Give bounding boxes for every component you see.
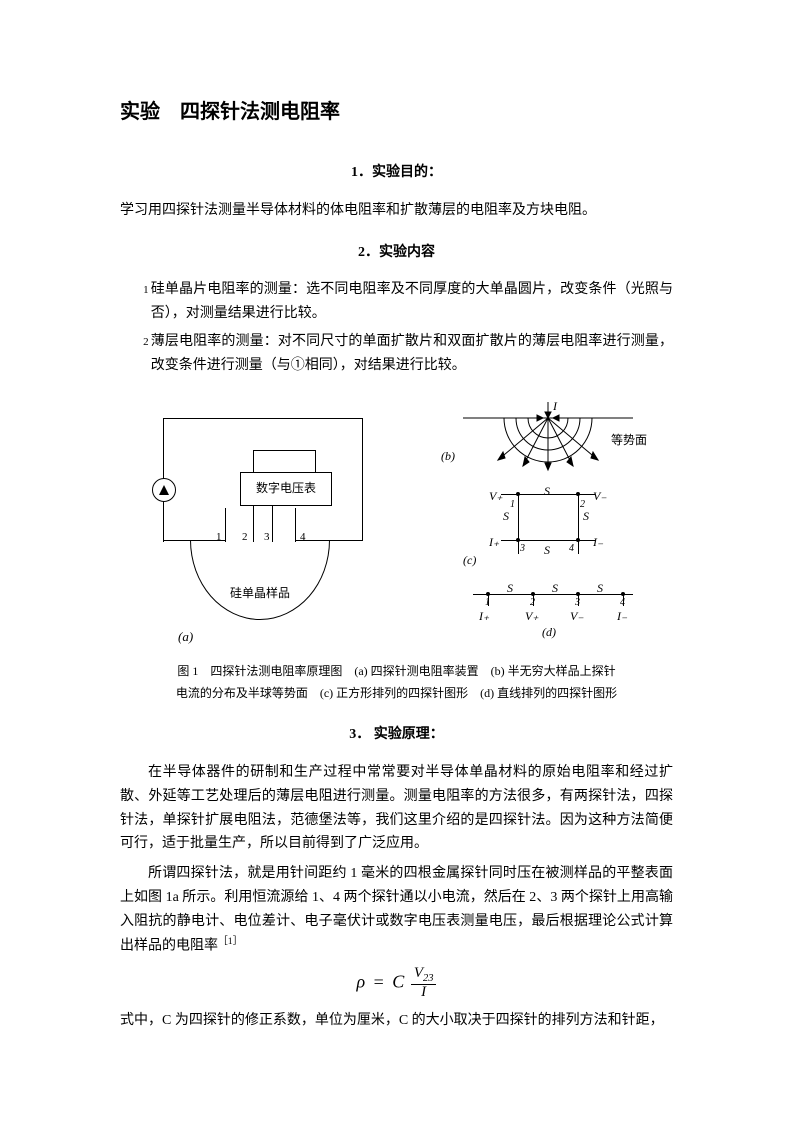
section-1-title: 实验目的： [372, 165, 442, 180]
footnote-ref: ［1］ [218, 936, 243, 947]
S-label: S [544, 481, 550, 501]
Vminus-label: V₋ [593, 486, 607, 506]
S-label: S [597, 578, 603, 598]
wire [315, 450, 316, 474]
Vplus-label: V₊ [525, 606, 539, 626]
numerator-V: V [414, 965, 423, 981]
caption-line1b: (b) 半无穷大样品上探针 [491, 664, 616, 678]
section-1-num: 1． [351, 165, 372, 180]
section-2-num: 2． [358, 245, 379, 260]
Iplus-label: I₊ [489, 532, 499, 552]
list-item-number: 2 [127, 333, 149, 352]
section-3-num: 3． [349, 727, 370, 742]
caption-line2: 电流的分布及半球等势面 (c) 正方形排列的四探针图形 (d) 直线排列的四探针… [176, 686, 617, 700]
probe [253, 508, 254, 542]
Iminus-label: I₋ [593, 532, 603, 552]
C: C [392, 972, 404, 992]
lead [578, 540, 579, 554]
section-2-title: 实验内容 [379, 245, 435, 260]
subfigure-tag: (c) [463, 550, 476, 570]
page-title: 实验 四探针法测电阻率 [120, 95, 673, 129]
wire [283, 450, 316, 451]
wire [163, 418, 363, 419]
wire [163, 500, 164, 542]
figure-1c: V₊ V₋ I₊ I₋ S S S S 1 2 3 4 (c) [433, 482, 673, 572]
square-side [578, 494, 579, 540]
numerator-sub: 23 [423, 973, 434, 984]
wire [163, 418, 164, 480]
figure-1a: 数字电压表 1 2 3 4 硅单晶样品 (a) [120, 400, 380, 650]
list-item: 1 硅单晶片电阻率的测量：选不同电阻率及不同厚度的大单晶圆片，改变条件（光照与否… [151, 278, 673, 326]
current-source-icon [152, 478, 176, 502]
wire [253, 450, 254, 474]
wire [253, 450, 287, 451]
lead [501, 494, 518, 495]
para-2-text: 所谓四探针法，就是用针间距约 1 毫米的四根金属探针同时压在被测样品的平整表面上… [120, 866, 673, 953]
section-2-list: 1 硅单晶片电阻率的测量：选不同电阻率及不同厚度的大单晶圆片，改变条件（光照与否… [120, 278, 673, 377]
square-side [518, 494, 519, 540]
resistivity-formula: ρ = C V23 I [120, 966, 673, 1001]
Iplus-label: I₊ [479, 606, 489, 626]
lead [518, 540, 519, 554]
Vplus-label: V₊ [489, 486, 503, 506]
S-label: S [552, 578, 558, 598]
lead [501, 540, 518, 541]
section-3-para-1: 在半导体器件的研制和生产过程中常常要对半导体单晶材料的原始电阻率和经过扩散、外延… [120, 761, 673, 856]
section-3-para-2: 所谓四探针法，就是用针间距约 1 毫米的四根金属探针同时压在被测样品的平整表面上… [120, 862, 673, 958]
section-3-title: 实验原理： [374, 727, 444, 742]
S-label: S [544, 540, 550, 560]
list-item: 2 薄层电阻率的测量：对不同尺寸的单面扩散片和双面扩散片的薄层电阻率进行测量，改… [151, 330, 673, 378]
sample-hemisphere: 硅单晶样品 [190, 540, 330, 620]
section-3-tail: 式中，C 为四探针的修正系数，单位为厘米，C 的大小取决于四探针的排列方法和针距… [120, 1009, 673, 1033]
fraction: V23 I [411, 966, 437, 1001]
caption-line1a: 图 1 四探针法测电阻率原理图 (a) 四探针测电阻率装置 [177, 664, 478, 678]
equipotential-label: 等势面 [611, 430, 647, 450]
equals: = [370, 972, 388, 992]
figure-1-caption: 图 1 四探针法测电阻率原理图 (a) 四探针测电阻率装置 (b) 半无穷大样品… [160, 660, 633, 706]
corner-label: 1 [510, 496, 515, 513]
corner-label: 2 [580, 496, 585, 513]
S-label: S [507, 578, 513, 598]
subfigure-tag: (b) [441, 446, 455, 466]
figure-1: 数字电压表 1 2 3 4 硅单晶样品 (a) [120, 400, 673, 650]
voltmeter-box: 数字电压表 [240, 472, 332, 506]
probe [225, 508, 226, 542]
section-2-head: 2．实验内容 [120, 241, 673, 265]
probe [295, 508, 296, 542]
list-item-text: 硅单晶片电阻率的测量：选不同电阻率及不同厚度的大单晶圆片，改变条件（光照与否），… [151, 282, 673, 321]
figure-1-right: I 等势面 (b) V₊ V₋ I₊ I₋ S S [433, 400, 673, 650]
I-label: I [553, 396, 557, 416]
probe [272, 508, 273, 542]
Iminus-label: I₋ [617, 606, 627, 626]
subfigure-tag: (d) [542, 622, 556, 642]
list-item-number: 1 [127, 281, 149, 300]
wire [362, 418, 363, 540]
Vminus-label: V₋ [570, 606, 584, 626]
corner-label: 3 [520, 540, 525, 557]
subfigure-tag: (a) [178, 626, 193, 648]
list-item-text: 薄层电阻率的测量：对不同尺寸的单面扩散片和双面扩散片的薄层电阻率进行测量，改变条… [151, 334, 673, 373]
section-3-head: 3． 实验原理： [120, 723, 673, 747]
figure-1d: S S S 1 2 3 4 I₊ V₊ V₋ I₋ (d) [433, 576, 673, 638]
S-label: S [503, 506, 509, 526]
corner-label: 4 [569, 540, 574, 557]
section-1-head: 1．实验目的： [120, 161, 673, 185]
section-1-body: 学习用四探针法测量半导体材料的体电阻率和扩散薄层的电阻率及方块电阻。 [120, 199, 673, 223]
rho: ρ [357, 972, 366, 992]
figure-1b: I 等势面 (b) [433, 400, 673, 478]
denominator-I: I [411, 985, 437, 1001]
